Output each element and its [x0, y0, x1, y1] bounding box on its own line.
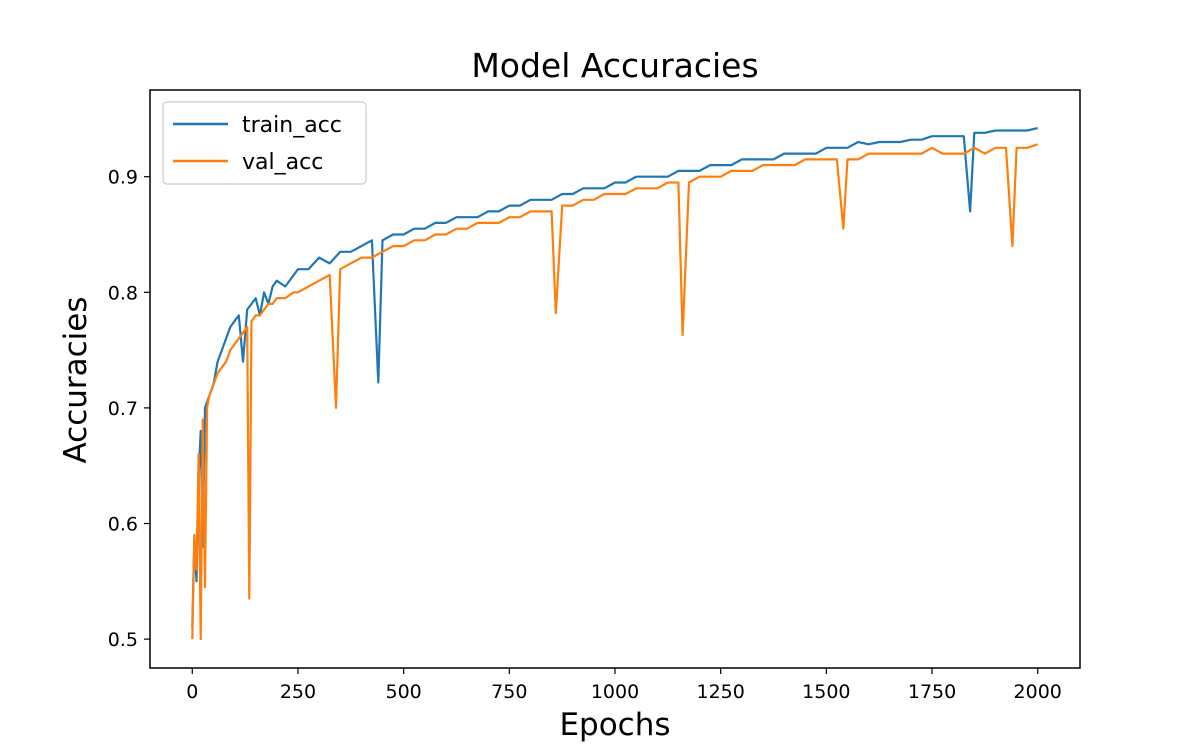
x-tick-label: 500	[386, 681, 422, 703]
y-tick-label: 0.9	[108, 167, 138, 189]
x-tick-label: 1750	[908, 681, 956, 703]
y-tick-label: 0.5	[108, 629, 138, 651]
x-tick-label: 750	[491, 681, 527, 703]
chart-title: Model Accuracies	[471, 46, 758, 85]
x-tick-label: 0	[186, 681, 198, 703]
x-axis-ticks: 0 250 500 750 1000 1250 1500 1750 2000	[186, 668, 1062, 703]
legend-label-train_acc: train_acc	[242, 113, 342, 138]
y-tick-label: 0.6	[108, 514, 138, 536]
x-axis-label: Epochs	[559, 707, 670, 743]
legend: train_acc val_acc	[162, 101, 367, 185]
y-axis-label: Accuracies	[58, 296, 94, 463]
series-layer	[191, 127, 1039, 641]
x-tick-label: 1000	[591, 681, 639, 703]
series-line-train_acc	[191, 127, 1038, 628]
x-tick-label: 250	[280, 681, 316, 703]
series-line-val_acc	[191, 143, 1039, 641]
y-axis-ticks: 0.5 0.6 0.7 0.8 0.9	[108, 167, 150, 651]
x-tick-label: 1250	[697, 681, 745, 703]
legend-label-val_acc: val_acc	[242, 150, 323, 175]
x-tick-label: 2000	[1014, 681, 1062, 703]
y-tick-label: 0.8	[108, 282, 138, 304]
y-tick-label: 0.7	[108, 398, 138, 420]
x-tick-label: 1500	[802, 681, 850, 703]
legend-box	[162, 101, 367, 185]
